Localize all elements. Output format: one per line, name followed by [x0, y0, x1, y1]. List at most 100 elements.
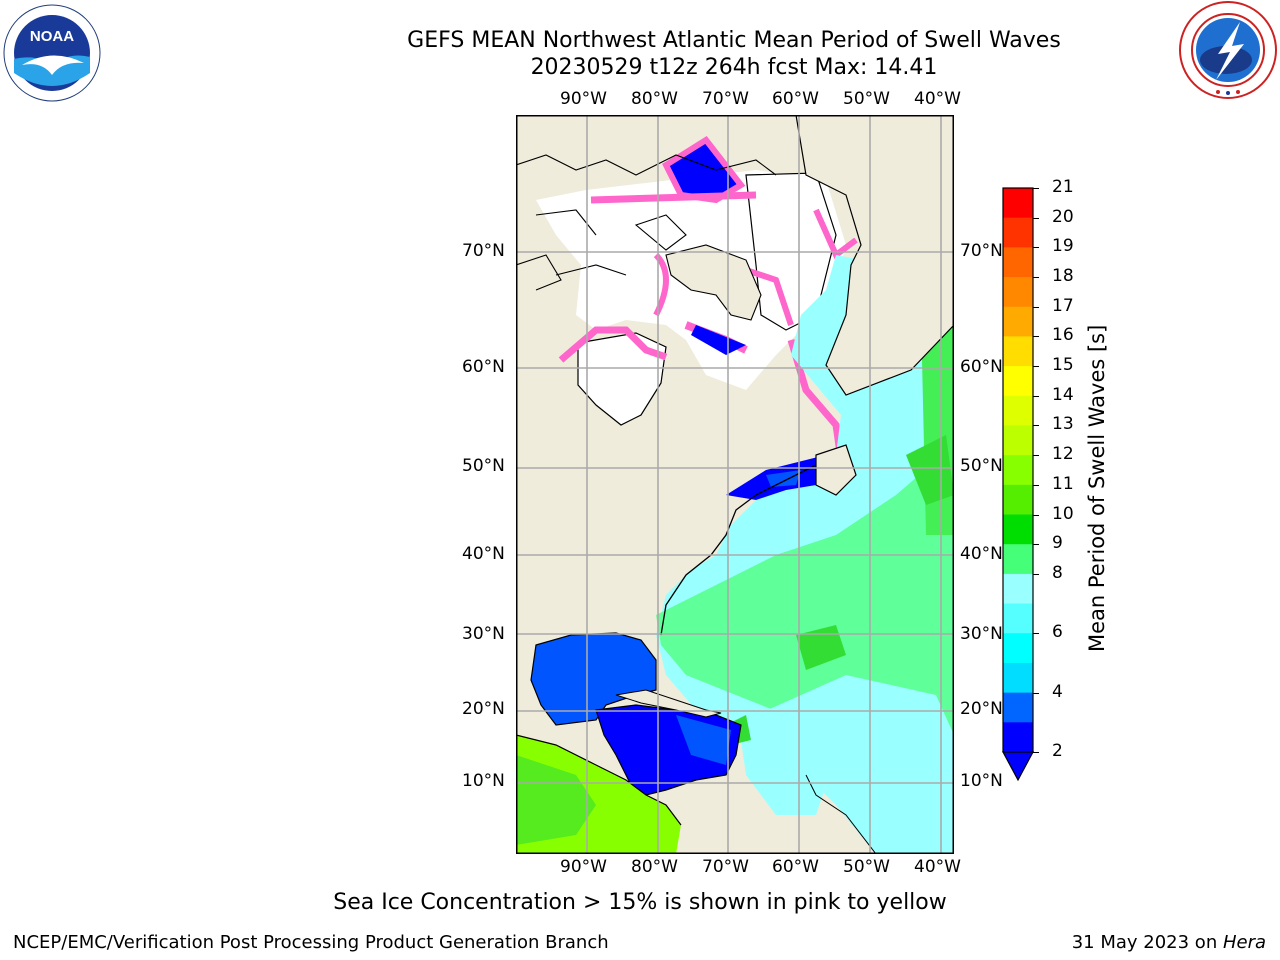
lat-label-right: 60°N — [960, 357, 1003, 377]
colorbar-tick-mark — [1033, 277, 1039, 279]
cyan-swell-south — [756, 675, 954, 854]
colorbar-tick-mark — [1033, 484, 1039, 486]
lon-label-bottom: 60°W — [772, 857, 819, 877]
noaa-logo-icon: NOAA — [3, 4, 101, 102]
colorbar-tick-label: 4 — [1052, 681, 1063, 702]
colorbar-segment — [1003, 514, 1033, 545]
lat-label-left: 30°N — [462, 624, 505, 644]
lon-label-bottom: 40°W — [914, 857, 961, 877]
lat-label-left: 20°N — [462, 699, 505, 719]
lat-label-left: 10°N — [462, 771, 505, 791]
colorbar-tick-label: 12 — [1052, 444, 1074, 465]
colorbar-tick-mark — [1033, 425, 1039, 427]
africa-edge — [805, 774, 877, 854]
lat-label-right: 30°N — [960, 624, 1003, 644]
colorbar-tick-label: 15 — [1052, 355, 1074, 376]
lon-label-top: 60°W — [772, 89, 819, 109]
colorbar-segment — [1003, 395, 1033, 426]
lat-label-right: 40°N — [960, 544, 1003, 564]
title-line-1: GEFS MEAN Northwest Atlantic Mean Period… — [407, 28, 1061, 53]
colorbar — [1001, 187, 1035, 782]
greenland-outline — [795, 115, 954, 396]
lon-label-top: 70°W — [702, 89, 749, 109]
colorbar-segment — [1003, 455, 1033, 486]
caribbean-light — [676, 715, 731, 765]
colorbar-tick-label: 20 — [1052, 206, 1074, 227]
sea-ice-band-4 — [558, 326, 668, 363]
footer-date-text: 31 May 2023 on — [1071, 932, 1223, 953]
chart-title: GEFS MEAN Northwest Atlantic Mean Period… — [0, 27, 1280, 81]
colorbar-tick-label: 8 — [1052, 562, 1063, 583]
colorbar-segment — [1003, 603, 1033, 634]
sea-ice-band-2 — [590, 191, 757, 204]
colorbar-segment — [1003, 336, 1033, 367]
lat-label-right: 10°N — [960, 771, 1003, 791]
colorbar-tick-mark — [1033, 306, 1039, 308]
lon-label-top: 50°W — [843, 89, 890, 109]
lon-label-bottom: 90°W — [560, 857, 607, 877]
colorbar-tick-mark — [1033, 573, 1039, 575]
colorbar-segment — [1003, 573, 1033, 605]
colorbar-frame — [1002, 187, 1034, 753]
colorbar-tick-label: 18 — [1052, 266, 1074, 287]
gulf-st-lawrence-light — [766, 470, 801, 487]
colorbar-tick-mark — [1033, 217, 1039, 219]
colorbar-segment — [1003, 722, 1033, 753]
colorbar-segment — [1003, 484, 1033, 516]
lon-label-top: 90°W — [560, 89, 607, 109]
ice-blue-patch — [691, 325, 746, 355]
colorbar-tick-label: 10 — [1052, 503, 1074, 524]
hudson-bay — [577, 332, 667, 426]
colorbar-segment — [1003, 306, 1033, 337]
colorbar-tick-mark — [1033, 692, 1039, 694]
colorbar-tick-label: 9 — [1052, 533, 1063, 554]
lon-label-bottom: 50°W — [843, 857, 890, 877]
colorbar-segment — [1003, 277, 1033, 308]
footer-host: Hera — [1222, 932, 1266, 953]
lon-label-bottom: 70°W — [702, 857, 749, 877]
newfoundland-outline — [815, 444, 857, 496]
sea-ice-band-3 — [653, 252, 669, 317]
lat-label-left: 60°N — [462, 357, 505, 377]
colorbar-tick-mark — [1033, 188, 1039, 189]
lon-label-bottom: 80°W — [631, 857, 678, 877]
swell-period-map — [516, 115, 954, 854]
cyan-swell-mid — [736, 705, 836, 815]
colorbar-tick-label: 11 — [1052, 473, 1074, 494]
map-frame — [516, 115, 954, 854]
colorbar-tick-mark — [1033, 544, 1039, 546]
lon-label-top: 80°W — [631, 89, 678, 109]
footer-branch: NCEP/EMC/Verification Post Processing Pr… — [13, 932, 609, 953]
colorbar-tick-mark — [1033, 633, 1039, 635]
colorbar-tick-mark — [1033, 455, 1039, 457]
colorbar-segment — [1003, 692, 1033, 723]
colorbar-tick-label: 17 — [1052, 295, 1074, 316]
colorbar-tick-mark — [1033, 395, 1039, 397]
sea-ice-band-8 — [745, 267, 794, 326]
colorbar-tick-label: 16 — [1052, 325, 1074, 346]
green-patch-1 — [796, 625, 846, 670]
south-america-outline — [516, 734, 682, 826]
south-america-green — [516, 755, 596, 845]
footer-date: 31 May 2023 on Hera — [1072, 932, 1266, 953]
nws-logo-icon — [1179, 1, 1277, 99]
colorbar-segment — [1003, 544, 1033, 575]
colorbar-tick-mark — [1033, 336, 1039, 338]
colorbar-segment — [1003, 366, 1033, 397]
lat-label-left: 50°N — [462, 456, 505, 476]
colorbar-tick-mark — [1033, 247, 1039, 249]
sea-ice-caption: Sea Ice Concentration > 15% is shown in … — [333, 890, 947, 915]
colorbar-tick-mark — [1033, 366, 1039, 368]
lon-label-top: 40°W — [914, 89, 961, 109]
colorbar-title: Mean Period of Swell Waves [s] — [1085, 324, 1109, 652]
lat-label-right: 70°N — [960, 241, 1003, 261]
colorbar-tick-label: 2 — [1052, 741, 1063, 761]
colorbar-segment — [1003, 247, 1033, 278]
lat-label-right: 50°N — [960, 456, 1003, 476]
graticule — [516, 115, 954, 854]
colorbar-tick-label: 6 — [1052, 622, 1063, 643]
colorbar-segment — [1003, 633, 1033, 664]
colorbar-extend-triangle — [1001, 751, 1035, 782]
lat-label-left: 70°N — [462, 241, 505, 261]
arctic-islands-outline — [516, 154, 777, 291]
